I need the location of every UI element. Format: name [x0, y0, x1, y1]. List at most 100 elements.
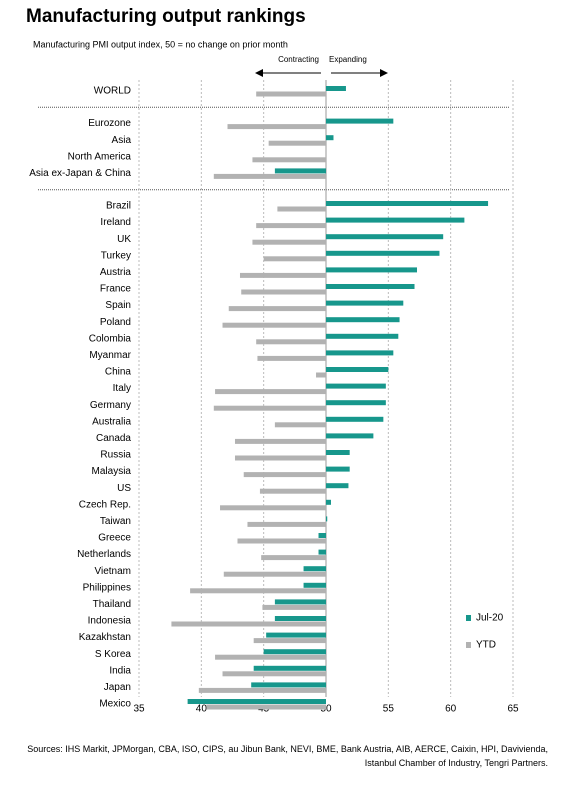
bar [326, 118, 394, 124]
x-tick-label: 35 [133, 704, 145, 715]
y-tick-label: Asia [112, 135, 132, 146]
y-tick-label: North America [68, 151, 132, 162]
bar [237, 538, 326, 544]
bar [326, 234, 444, 240]
bar [263, 649, 326, 655]
y-tick-label: Austria [100, 267, 132, 278]
bar [206, 704, 326, 710]
bar [187, 699, 326, 704]
y-tick-label: Malaysia [92, 466, 132, 477]
bar [326, 135, 334, 141]
y-tick-label: UK [117, 234, 131, 245]
bar [326, 383, 386, 389]
bar [220, 505, 326, 511]
bar [234, 455, 326, 461]
bar [274, 599, 326, 605]
bar [326, 284, 415, 289]
bar [215, 654, 326, 660]
bar [326, 267, 418, 273]
bar [261, 555, 326, 561]
y-tick-label: Canada [96, 433, 131, 444]
legend-marker [466, 615, 471, 621]
bar [190, 588, 326, 594]
bar [234, 438, 326, 444]
bar [213, 405, 326, 411]
bar [239, 272, 326, 278]
y-tick-label: WORLD [94, 86, 131, 97]
bar [228, 306, 326, 312]
subtitle: Manufacturing PMI output index, 50 = no … [33, 39, 288, 49]
bar [247, 521, 326, 527]
bar [326, 466, 350, 472]
y-tick-label: Italy [113, 383, 131, 394]
y-tick-label: Turkey [101, 250, 131, 261]
bar [326, 333, 399, 339]
y-tick-label: Asia ex-Japan & China [29, 168, 131, 179]
bar [222, 671, 326, 677]
y-tick-label: Netherlands [77, 549, 131, 560]
bar [223, 571, 326, 577]
bar [222, 322, 326, 328]
y-tick-label: Thailand [93, 599, 131, 610]
bar [326, 433, 374, 439]
y-tick-label: Spain [105, 300, 131, 311]
y-tick-label: Poland [100, 317, 131, 328]
y-tick-label: Philippines [83, 582, 131, 593]
bar [326, 450, 350, 455]
bar [241, 289, 326, 295]
bar [326, 317, 400, 323]
y-tick-label: Germany [90, 400, 131, 411]
bar [252, 157, 326, 163]
bar [326, 416, 384, 422]
y-tick-label: Russia [100, 450, 131, 461]
y-tick-label: Brazil [106, 201, 131, 212]
y-tick-label: Colombia [89, 333, 132, 344]
bar [253, 638, 326, 644]
y-tick-label: Myanmar [89, 350, 131, 361]
x-tick-label: 50 [320, 704, 332, 715]
bar [303, 582, 326, 588]
y-tick-label: Czech Rep. [79, 499, 131, 510]
chart-title: Manufacturing output rankings [26, 6, 306, 27]
bar [274, 168, 326, 174]
bar [326, 300, 404, 306]
bar [266, 632, 326, 638]
bar [263, 256, 326, 262]
y-tick-label: Kazakhstan [79, 632, 131, 643]
bar [326, 201, 489, 206]
bar [326, 516, 328, 522]
y-tick-label: US [117, 483, 131, 494]
bar [277, 206, 326, 212]
annotation: Contracting [278, 55, 319, 64]
y-tick-label: France [100, 284, 132, 295]
y-tick-label: Mexico [99, 699, 131, 710]
bar [326, 483, 349, 489]
bar [274, 616, 326, 621]
y-tick-label: Indonesia [88, 616, 132, 627]
bar [253, 665, 326, 671]
bar [243, 472, 326, 478]
bar [259, 488, 326, 494]
bar [326, 350, 394, 356]
legend-label: Jul-20 [476, 613, 504, 624]
y-tick-label: Japan [104, 682, 131, 693]
x-tick-label: 65 [507, 704, 519, 715]
bar [215, 389, 326, 395]
bar [326, 217, 465, 223]
bar [213, 173, 326, 179]
bar [262, 604, 326, 610]
y-tick-label: India [109, 665, 131, 676]
bar [171, 621, 326, 627]
y-tick-label: Eurozone [88, 118, 131, 129]
bar [326, 400, 386, 406]
bar [274, 422, 326, 428]
bar [326, 367, 389, 372]
x-tick-label: 60 [445, 704, 457, 715]
bar [256, 91, 326, 97]
x-tick-label: 55 [383, 704, 395, 715]
y-tick-label: Vietnam [94, 566, 131, 577]
bar [256, 339, 326, 345]
bar [256, 223, 326, 229]
